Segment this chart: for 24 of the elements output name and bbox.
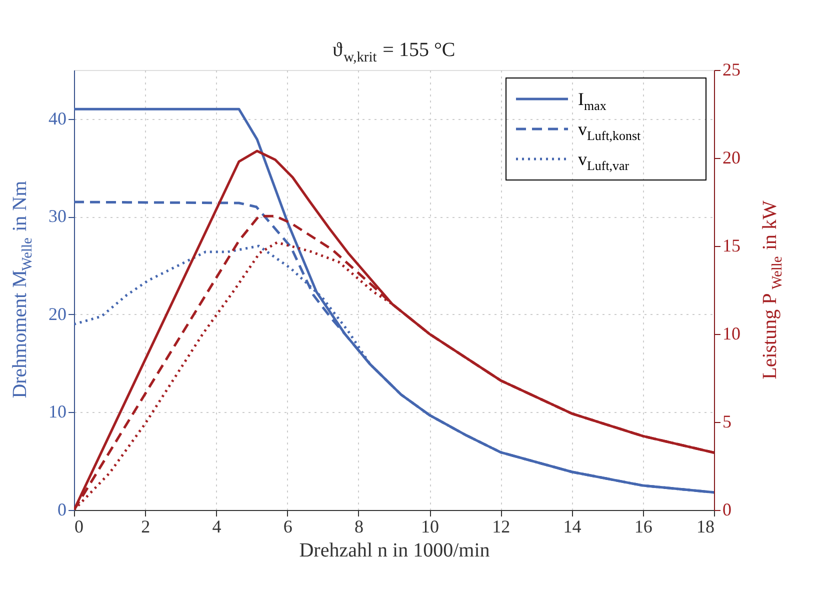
y2-tick-label: 20	[722, 148, 740, 168]
x-tick-label: 18	[696, 516, 714, 536]
x-tick-label: 12	[492, 516, 510, 536]
y-tick-label: 20	[48, 304, 66, 324]
x-tick-label: 0	[74, 516, 84, 536]
y2-tick-label: 15	[722, 236, 740, 256]
y-tick-label: 0	[58, 500, 66, 520]
x-tick-label: 8	[354, 516, 364, 536]
y2-axis-title: Leistung PWelle in kW	[759, 200, 786, 380]
x-tick-label: 4	[212, 516, 222, 536]
y2-tick-label: 25	[722, 60, 740, 80]
y-tick-label: 40	[48, 108, 66, 128]
y2-tick-label: 10	[722, 324, 740, 344]
x-tick-label: 14	[563, 516, 582, 536]
y-axis-title: Drehmoment MWelle in Nm	[9, 180, 36, 398]
x-tick-label: 6	[283, 516, 292, 536]
y2-tick-label: 0	[722, 500, 732, 520]
x-tick-label: 16	[634, 516, 652, 536]
y-tick-label: 30	[48, 206, 66, 226]
y2-tick-label: 5	[722, 412, 732, 432]
x-tick-label: 2	[141, 516, 150, 536]
x-axis-title: Drehzahl n in 1000/min	[299, 540, 490, 562]
y-tick-label: 10	[48, 402, 66, 422]
x-tick-label: 10	[421, 516, 440, 536]
